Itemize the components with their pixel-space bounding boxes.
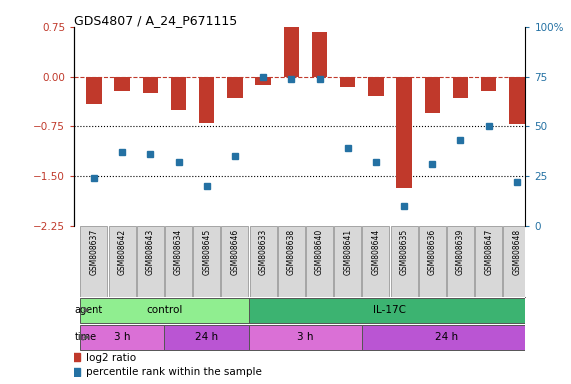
Text: GSM808643: GSM808643 [146, 228, 155, 275]
Text: percentile rank within the sample: percentile rank within the sample [86, 367, 262, 377]
Text: GSM808648: GSM808648 [512, 228, 521, 275]
Bar [108, 226, 136, 297]
Text: GSM808644: GSM808644 [371, 228, 380, 275]
Bar [396, 76, 412, 188]
Bar [509, 76, 525, 124]
Bar [503, 226, 530, 297]
Bar [164, 325, 249, 350]
Bar [368, 76, 384, 96]
Text: GSM808640: GSM808640 [315, 228, 324, 275]
Bar [114, 76, 130, 91]
Bar [250, 226, 277, 297]
Bar [481, 76, 496, 91]
Text: GSM808646: GSM808646 [231, 228, 239, 275]
Bar [475, 226, 502, 297]
Bar [199, 76, 215, 123]
Bar [278, 226, 305, 297]
Text: GSM808634: GSM808634 [174, 228, 183, 275]
Bar [81, 226, 107, 297]
Text: agent: agent [75, 305, 103, 315]
Text: GSM808639: GSM808639 [456, 228, 465, 275]
Bar [80, 325, 164, 350]
Text: GSM808645: GSM808645 [202, 228, 211, 275]
Text: GSM808638: GSM808638 [287, 228, 296, 275]
Bar [193, 226, 220, 297]
Text: GSM808647: GSM808647 [484, 228, 493, 275]
Bar [255, 76, 271, 84]
Bar [171, 76, 186, 110]
Text: control: control [146, 305, 183, 315]
Bar [143, 76, 158, 93]
Bar [419, 226, 446, 297]
Bar [447, 226, 474, 297]
Text: GSM808633: GSM808633 [259, 228, 268, 275]
Bar [312, 31, 327, 76]
Text: GDS4807 / A_24_P671115: GDS4807 / A_24_P671115 [74, 14, 238, 27]
Text: log2 ratio: log2 ratio [86, 353, 136, 363]
Text: IL-17C: IL-17C [373, 305, 407, 315]
Bar [306, 226, 333, 297]
Bar [334, 226, 361, 297]
Text: GSM808642: GSM808642 [118, 228, 127, 275]
Text: 24 h: 24 h [435, 332, 458, 342]
Bar [362, 325, 531, 350]
Bar [222, 226, 248, 297]
Bar [391, 226, 417, 297]
Bar [227, 76, 243, 98]
Bar [137, 226, 164, 297]
Text: GSM808636: GSM808636 [428, 228, 437, 275]
Bar [340, 76, 356, 87]
Bar [424, 76, 440, 113]
Bar [249, 325, 362, 350]
Bar [165, 226, 192, 297]
Text: GSM808637: GSM808637 [90, 228, 98, 275]
Text: GSM808641: GSM808641 [343, 228, 352, 275]
Bar [80, 298, 249, 323]
Bar [453, 76, 468, 98]
Text: 24 h: 24 h [195, 332, 218, 342]
Text: 3 h: 3 h [114, 332, 130, 342]
Text: time: time [75, 332, 97, 342]
Bar [363, 226, 389, 297]
Bar [86, 76, 102, 104]
Bar [249, 298, 531, 323]
Text: 3 h: 3 h [297, 332, 313, 342]
Bar [284, 27, 299, 76]
Text: GSM808635: GSM808635 [400, 228, 409, 275]
